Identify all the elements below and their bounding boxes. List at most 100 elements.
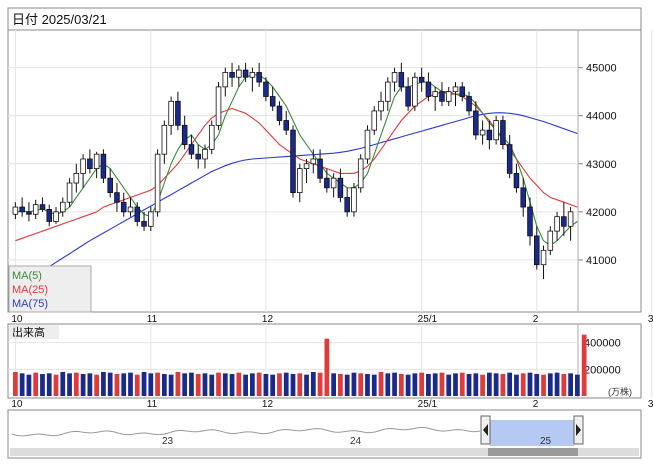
candle-body	[520, 187, 526, 208]
volume-bar	[33, 372, 39, 396]
candle-body	[12, 206, 19, 215]
volume-bar	[392, 372, 397, 396]
ma-legend	[8, 265, 92, 313]
price-x-tick-label: 10	[11, 314, 23, 325]
candle-body	[310, 158, 317, 165]
legend-ma5: MA(5)	[12, 270, 42, 282]
candle-body	[127, 206, 134, 213]
volume-bar	[236, 372, 242, 396]
candle-body	[269, 96, 276, 107]
candle-body	[26, 211, 32, 215]
candle-body	[134, 206, 141, 222]
price-tick-label: 44000	[586, 111, 617, 123]
candle-body	[120, 201, 127, 213]
candle-body	[60, 201, 66, 213]
price-tick-label: 42000	[586, 207, 617, 219]
volume-bar	[87, 373, 93, 396]
volume-bar	[398, 374, 404, 396]
volume-bar	[520, 373, 526, 396]
volume-bar	[216, 372, 221, 396]
candle-body	[19, 206, 25, 213]
volume-bar	[338, 374, 343, 396]
candle-body	[161, 124, 168, 155]
volume-bar	[67, 373, 72, 396]
candle-body	[398, 72, 405, 88]
candle-body	[175, 100, 181, 126]
candle-body	[100, 153, 107, 179]
volume-bar	[304, 374, 309, 396]
candle-body	[148, 211, 154, 227]
volume-bar	[270, 374, 276, 396]
volume-bar	[53, 374, 59, 396]
volume-bar	[189, 372, 194, 396]
candle-body	[46, 209, 53, 222]
volume-bar	[324, 338, 330, 396]
volume-label: 出来高	[12, 325, 45, 339]
candle-body	[547, 230, 554, 251]
candle-body	[236, 69, 242, 78]
volume-bar	[26, 374, 32, 396]
candle-body	[561, 216, 567, 227]
candle-body	[344, 197, 350, 213]
candle-body	[391, 72, 398, 83]
date-label: 日付 2025/03/21	[12, 12, 107, 27]
volume-bar	[351, 372, 357, 396]
legend-ma25: MA(25)	[12, 284, 48, 296]
volume-bar	[446, 374, 452, 396]
volume-bar	[575, 374, 580, 396]
candle-body	[53, 211, 59, 222]
candle-body	[445, 91, 452, 102]
volume-x-tick-label: 3	[648, 399, 653, 410]
candle-body	[290, 129, 296, 194]
price-tick-label: 45000	[586, 63, 617, 75]
candle-body	[283, 120, 289, 131]
candle-body	[533, 235, 540, 266]
volume-bar	[412, 373, 418, 396]
navigator-scroll-thumb[interactable]	[488, 448, 578, 456]
volume-bar	[155, 372, 160, 396]
volume-bar	[527, 372, 533, 396]
candle-body	[506, 144, 513, 174]
candle-body	[324, 177, 330, 189]
candle-body	[452, 86, 459, 93]
nav-year-23: 23	[162, 436, 174, 447]
volume-bars	[13, 334, 587, 396]
volume-bar	[229, 374, 235, 396]
navigator-scroll-track[interactable]	[10, 448, 639, 456]
candle-body	[364, 129, 371, 160]
volume-tick-label: 400000	[584, 338, 621, 350]
candle-body	[249, 72, 256, 78]
price-x-tick-label: 12	[262, 314, 274, 325]
candle-body	[330, 177, 337, 189]
volume-bar	[439, 372, 445, 396]
volume-bar	[297, 373, 303, 396]
candle-body	[351, 187, 357, 213]
volume-bar	[568, 373, 573, 396]
volume-bar	[534, 374, 540, 396]
volume-bar	[426, 374, 431, 396]
navigator-selection[interactable]	[490, 420, 574, 446]
navigator-history-line	[11, 426, 481, 437]
candle-body	[479, 129, 486, 136]
triangle-left-icon	[483, 424, 488, 436]
volume-bar	[480, 374, 485, 396]
candle-body	[93, 153, 100, 169]
volume-bar	[358, 373, 364, 396]
volume-bar	[121, 373, 127, 396]
volume-unit: (万株)	[608, 386, 632, 397]
candle-body	[107, 177, 113, 194]
volume-bar	[405, 374, 411, 396]
candle-body	[276, 105, 283, 121]
candle-body	[242, 69, 249, 78]
candle-body	[317, 158, 323, 179]
volume-x-tick-label: 12	[262, 399, 274, 410]
volume-bar	[486, 372, 492, 396]
candle-body	[425, 81, 432, 97]
volume-bar	[547, 373, 553, 396]
candle-body	[188, 144, 195, 155]
candle-body	[80, 158, 86, 174]
volume-bar	[466, 374, 472, 396]
volume-bar	[73, 372, 79, 396]
volume-x-tick-label: 10	[11, 399, 23, 410]
volume-x-tick-label: 25/1	[418, 399, 438, 410]
